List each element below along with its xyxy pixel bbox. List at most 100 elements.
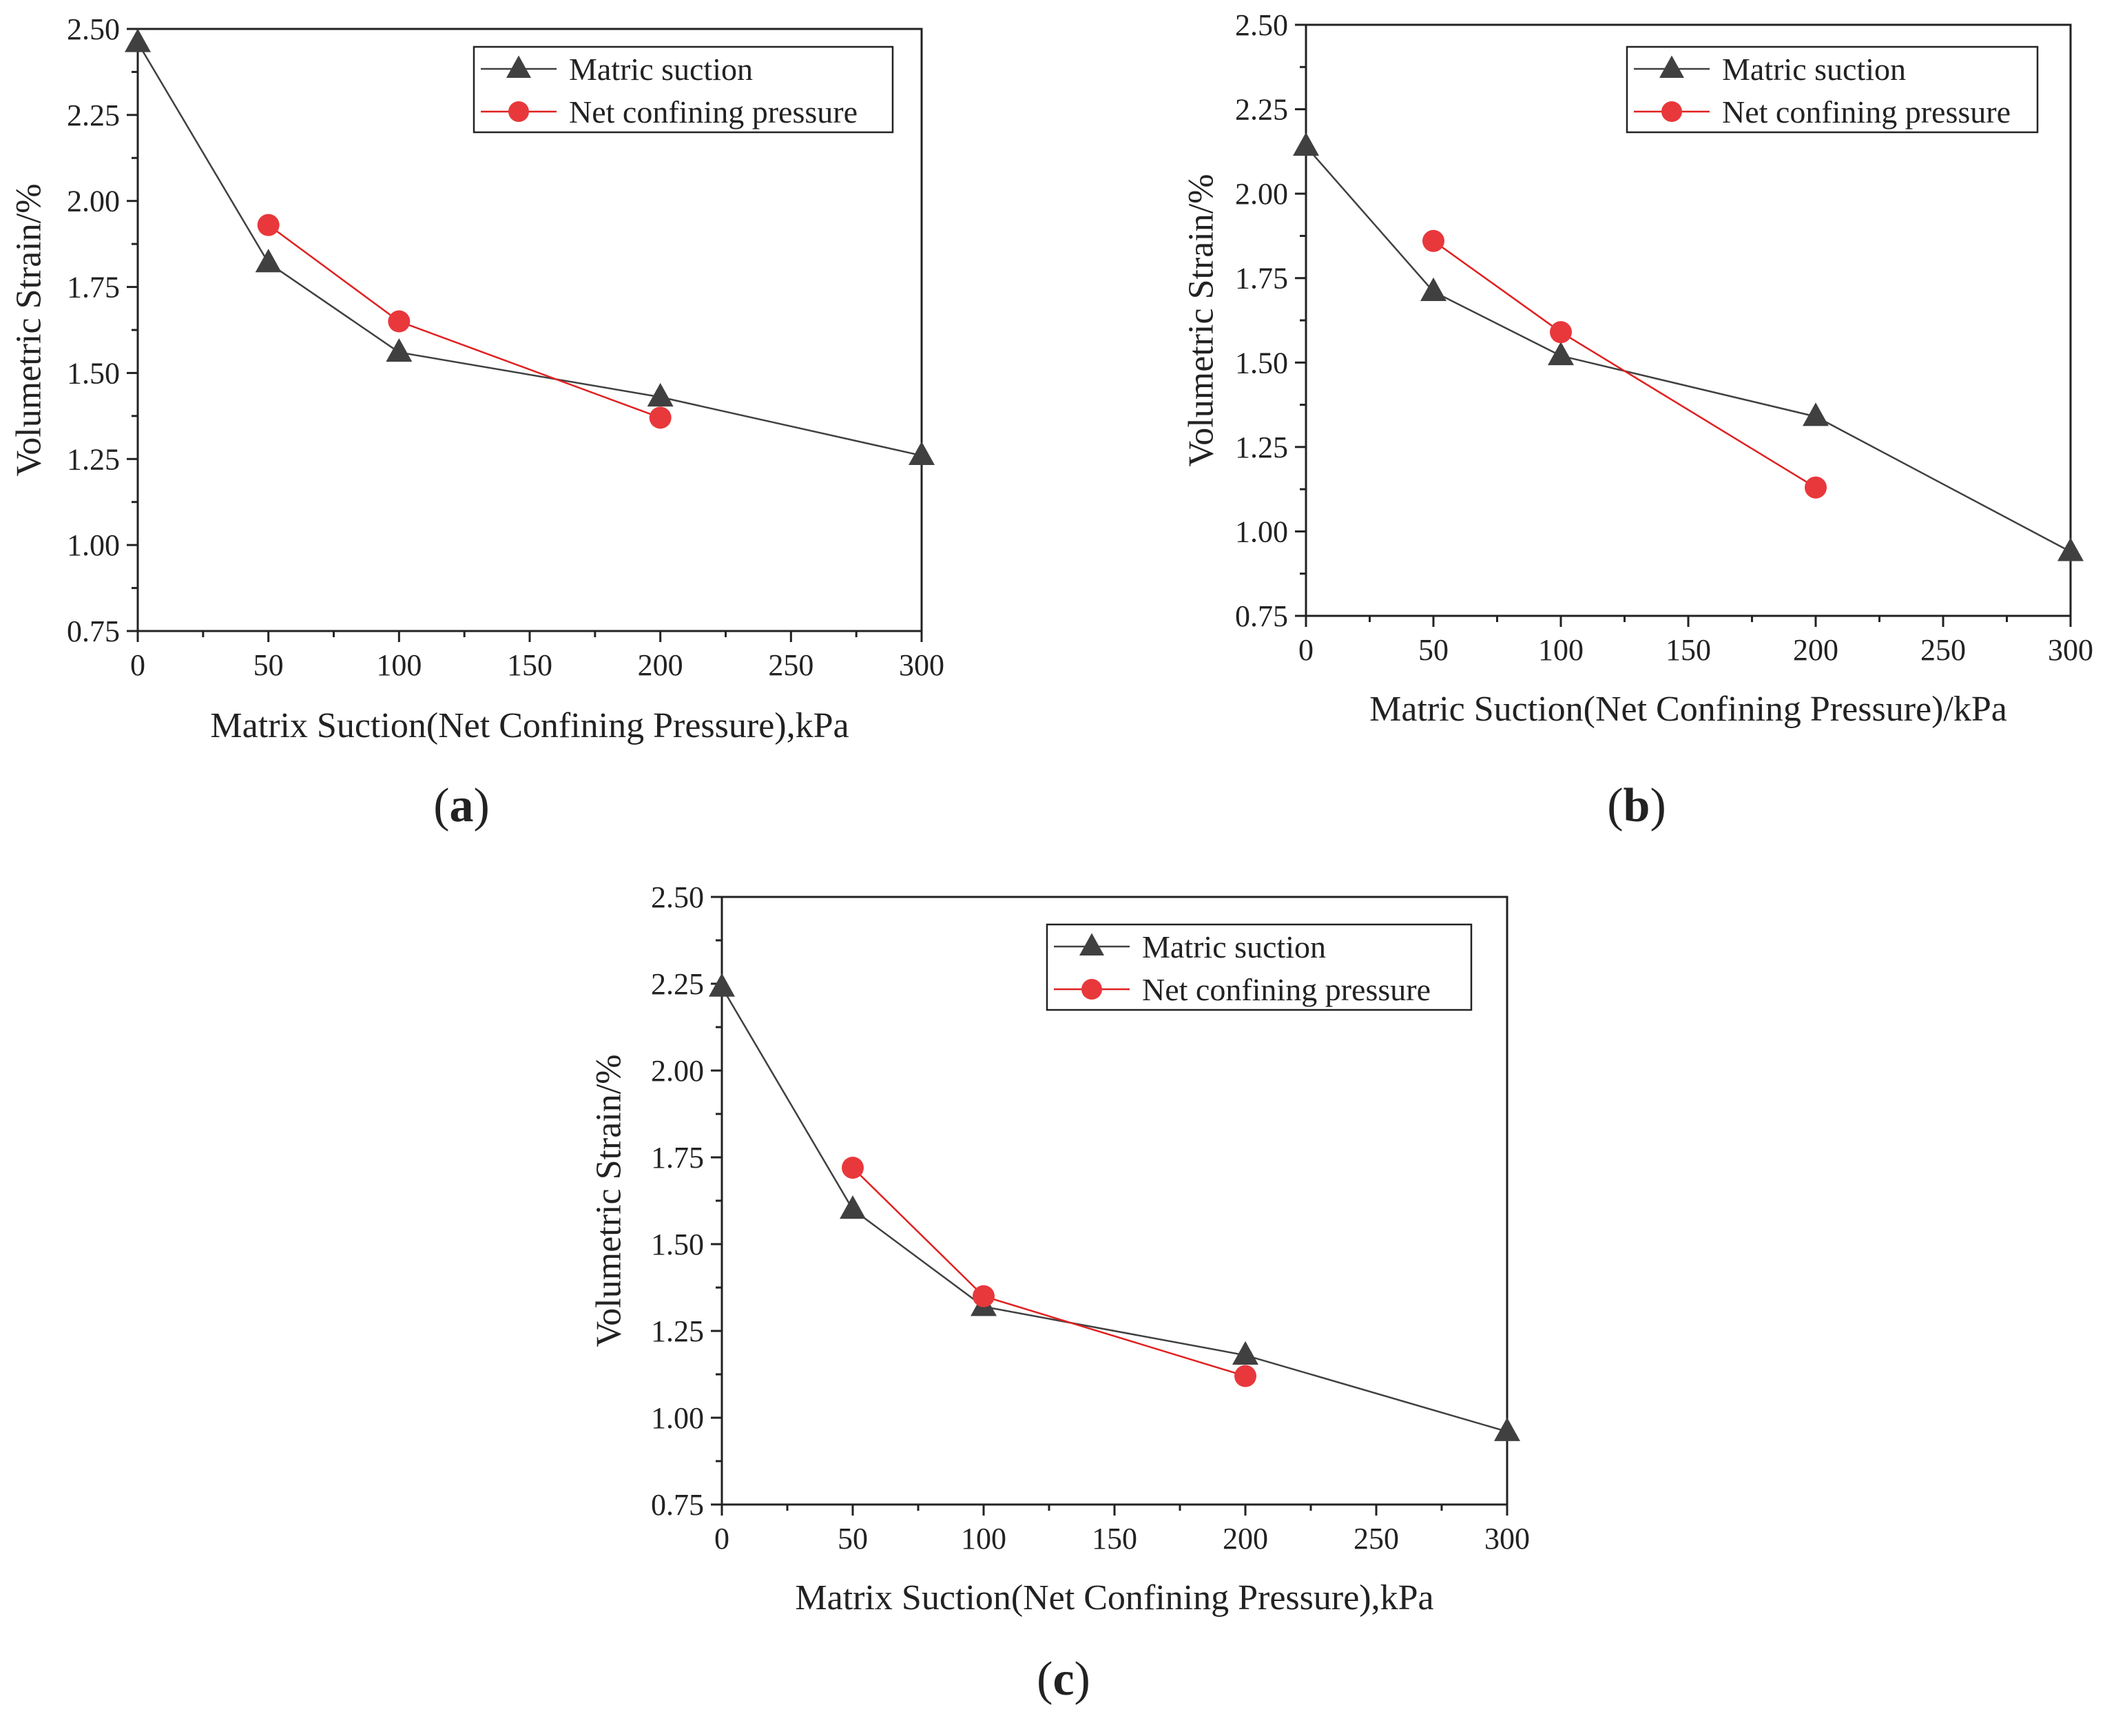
legend-triangle-marker xyxy=(1079,933,1104,955)
legend-triangle-marker xyxy=(1659,55,1684,78)
y-tick-label: 0.75 xyxy=(651,1488,704,1522)
data-point-circle xyxy=(1422,229,1444,252)
chart-panel-a: 0.75 1.00 1.25 1.50 1.75 2.00 2.25 2.50 0 50 100 15… xyxy=(10,12,945,832)
x-tick-label: 300 xyxy=(1484,1522,1530,1556)
data-point-circle xyxy=(1805,476,1827,499)
series-net-confining-pressure xyxy=(257,214,672,429)
x-tick-label: 0 xyxy=(1298,633,1314,667)
legend: Matric suction Net confining pressure xyxy=(1626,45,2039,134)
legend-circle-marker xyxy=(1661,101,1682,122)
y-tick-label: 2.00 xyxy=(1235,177,1288,211)
legend-label: Matric suction xyxy=(569,52,753,87)
x-tick-label: 150 xyxy=(1092,1522,1137,1556)
data-point-triangle xyxy=(255,249,282,273)
panel-label-a: (a) xyxy=(433,779,490,832)
data-point-triangle xyxy=(1494,1417,1520,1441)
y-tick-label: 1.00 xyxy=(1235,515,1288,548)
x-tick-label: 150 xyxy=(507,648,552,682)
data-point-triangle xyxy=(909,441,935,465)
legend-circle-marker xyxy=(508,101,529,122)
x-tick-label: 250 xyxy=(768,648,813,682)
legend-label: Net confining pressure xyxy=(1142,972,1431,1007)
legend-label: Matric suction xyxy=(1722,52,1906,87)
x-tick-label: 0 xyxy=(130,648,145,682)
y-tick-label: 1.00 xyxy=(651,1401,704,1435)
data-point-circle xyxy=(1234,1365,1256,1387)
chart-panel-b: 0.75 1.00 1.25 1.50 1.75 2.00 2.25 2.50 0 50 100 15… xyxy=(1182,8,2094,832)
y-tick-label: 1.25 xyxy=(67,442,120,476)
y-tick-label: 2.00 xyxy=(651,1054,704,1088)
data-point-triangle xyxy=(1293,132,1319,156)
x-tick-label: 100 xyxy=(376,648,422,682)
chart-panel-c: 0.75 1.00 1.25 1.50 1.75 2.00 2.25 2.50 0 50 100 15… xyxy=(590,880,1531,1706)
x-tick-label: 300 xyxy=(899,648,944,682)
legend-label: Net confining pressure xyxy=(569,94,858,130)
legend-circle-marker xyxy=(1081,979,1102,1000)
legend: Matric suction Net confining pressure xyxy=(473,45,894,134)
legend-label: Matric suction xyxy=(1142,929,1326,964)
x-tick-label: 200 xyxy=(1793,633,1838,667)
x-tick-label: 150 xyxy=(1666,633,1711,667)
data-point-circle xyxy=(1550,321,1572,344)
y-tick-label: 2.00 xyxy=(67,185,120,218)
series-matric-suction xyxy=(1293,132,2084,561)
y-axis-title: Volumetric Strain/% xyxy=(10,183,49,476)
legend-box xyxy=(1626,45,2039,134)
y-tick-label: 1.75 xyxy=(1235,262,1288,296)
y-tick-label: 1.50 xyxy=(651,1228,704,1261)
data-point-circle xyxy=(649,406,672,429)
data-point-triangle xyxy=(2057,537,2084,561)
series-line xyxy=(720,986,1508,1433)
x-axis-title: Matrix Suction(Net Confining Pressure),k… xyxy=(795,1578,1433,1618)
y-tick-label: 1.75 xyxy=(67,271,120,304)
y-axis-title: Volumetric Strain/% xyxy=(590,1054,629,1347)
y-tick-label: 1.00 xyxy=(67,528,120,562)
y-tick-label: 1.25 xyxy=(1235,431,1288,464)
data-point-triangle xyxy=(1548,341,1574,366)
data-point-circle xyxy=(257,214,280,236)
y-tick-label: 0.75 xyxy=(1235,599,1288,633)
y-tick-label: 1.75 xyxy=(651,1141,704,1175)
legend-triangle-marker xyxy=(506,55,531,78)
data-point-triangle xyxy=(1803,402,1829,426)
data-point-triangle xyxy=(1420,277,1446,302)
data-point-circle xyxy=(842,1157,864,1179)
x-tick-label: 50 xyxy=(838,1522,868,1556)
y-tick-label: 2.25 xyxy=(651,967,704,1001)
y-tick-label: 1.25 xyxy=(651,1314,704,1348)
x-axis-title: Matric Suction(Net Confining Pressure)/k… xyxy=(1369,690,2007,729)
x-tick-label: 200 xyxy=(1223,1522,1268,1556)
x-axis-title: Matrix Suction(Net Confining Pressure),k… xyxy=(210,706,849,745)
series-line xyxy=(1433,240,1816,488)
x-tick-label: 300 xyxy=(2048,633,2093,667)
legend-box xyxy=(1046,923,1473,1011)
x-tick-label: 50 xyxy=(1418,633,1449,667)
data-point-triangle xyxy=(709,973,735,997)
data-point-triangle xyxy=(1232,1341,1258,1365)
x-tick-label: 50 xyxy=(253,648,284,682)
y-tick-label: 2.25 xyxy=(67,99,120,132)
series-matric-suction xyxy=(125,28,935,465)
data-point-triangle xyxy=(840,1195,866,1219)
legend: Matric suction Net confining pressure xyxy=(1046,923,1473,1011)
y-tick-label: 2.50 xyxy=(651,880,704,914)
series-net-confining-pressure xyxy=(1422,229,1827,499)
data-point-triangle xyxy=(125,28,151,52)
panel-label-b: (b) xyxy=(1607,779,1666,832)
x-tick-label: 100 xyxy=(1538,633,1584,667)
x-tick-label: 250 xyxy=(1354,1522,1399,1556)
x-tick-label: 250 xyxy=(1920,633,1966,667)
x-tick-label: 200 xyxy=(638,648,683,682)
data-point-circle xyxy=(973,1285,995,1308)
data-point-triangle xyxy=(647,382,674,407)
panel-label-c: (c) xyxy=(1037,1653,1090,1706)
y-tick-label: 2.50 xyxy=(1235,8,1288,42)
y-tick-label: 2.25 xyxy=(1235,93,1288,127)
data-point-circle xyxy=(388,310,411,333)
y-tick-label: 1.50 xyxy=(67,356,120,390)
series-matric-suction xyxy=(709,973,1520,1441)
x-tick-label: 0 xyxy=(714,1522,729,1556)
legend-box xyxy=(473,45,894,134)
data-point-triangle xyxy=(386,338,413,362)
